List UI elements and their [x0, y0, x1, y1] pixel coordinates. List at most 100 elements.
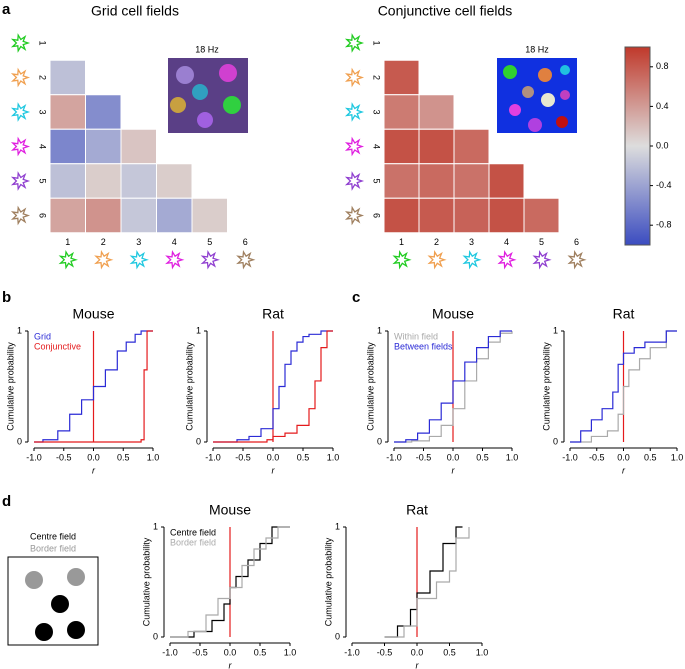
- col-label: 3: [136, 237, 141, 247]
- col-label: 6: [574, 237, 579, 247]
- cdf-line: [394, 331, 513, 443]
- cell: [383, 128, 420, 165]
- chart-title: Conjunctive cell fields: [378, 3, 513, 19]
- x-tick-label: -0.5: [235, 452, 251, 462]
- row-icon: [10, 171, 31, 191]
- col-label: 5: [539, 237, 544, 247]
- x-axis-label: r: [416, 660, 420, 669]
- col-icon: [392, 249, 412, 270]
- cdf-line: [213, 330, 333, 443]
- chart-title: Mouse: [72, 306, 114, 322]
- y-tick-label: 1: [335, 521, 340, 531]
- y-axis-label: Cumulative probability: [365, 342, 375, 431]
- x-tick-label: 0.5: [476, 452, 489, 462]
- legend-entry: Conjunctive: [34, 341, 81, 351]
- row-label: 4: [38, 144, 48, 149]
- row-label: 5: [372, 178, 382, 183]
- colorbar: [624, 46, 651, 246]
- cell: [453, 128, 490, 165]
- x-tick-label: -0.5: [56, 452, 72, 462]
- x-axis-label: r: [452, 465, 456, 475]
- cdf-line: [394, 330, 512, 443]
- inset-image: [497, 58, 577, 133]
- chart-title: Rat: [262, 306, 284, 322]
- col-icon: [532, 249, 552, 270]
- x-axis-label: r: [229, 660, 233, 669]
- x-tick-label: 0.0: [267, 452, 280, 462]
- col-icon: [58, 250, 78, 270]
- cell: [488, 163, 525, 199]
- col-label: 4: [172, 237, 177, 247]
- col-label: 2: [101, 237, 106, 247]
- row-icon: [344, 136, 365, 157]
- col-icon: [165, 250, 185, 270]
- cdf-line: [384, 527, 470, 638]
- panel-label: a: [2, 1, 11, 18]
- inset-image: [168, 58, 248, 133]
- cell: [156, 163, 193, 199]
- colorbar-tick-label: 0.8: [656, 61, 669, 71]
- row-label: 5: [38, 178, 48, 183]
- cell: [453, 163, 490, 199]
- row-label: 1: [38, 40, 48, 45]
- x-tick-label: -1.0: [562, 452, 578, 462]
- cdf-line: [34, 330, 153, 443]
- y-axis-label: Cumulative probability: [5, 342, 15, 431]
- x-tick-label: -0.5: [192, 647, 208, 657]
- row-icon: [10, 102, 31, 122]
- schematic-label: Centre field: [30, 531, 76, 541]
- x-tick-label: 1.0: [327, 452, 340, 462]
- x-tick-label: -0.5: [416, 452, 432, 462]
- chart-title: Grid cell fields: [91, 3, 179, 19]
- schematic-label: Border field: [30, 543, 76, 553]
- panel-label: d: [2, 493, 11, 510]
- row-label: 4: [372, 144, 382, 149]
- x-tick-label: -1.0: [162, 647, 178, 657]
- x-tick-label: 1.0: [476, 647, 489, 657]
- row-label: 2: [38, 75, 48, 80]
- y-tick-label: 0: [335, 631, 340, 641]
- y-axis-label: Cumulative probability: [541, 342, 551, 431]
- row-icon: [10, 136, 31, 157]
- col-icon: [94, 250, 114, 270]
- x-tick-label: 1.0: [147, 452, 160, 462]
- x-tick-label: 0.5: [443, 647, 456, 657]
- x-axis-label: r: [272, 465, 276, 475]
- cell: [488, 197, 525, 234]
- row-label: 6: [38, 213, 48, 218]
- x-tick-label: 0.0: [411, 647, 424, 657]
- y-tick-label: 1: [153, 521, 158, 531]
- row-icon: [10, 205, 31, 226]
- row-icon: [344, 102, 365, 122]
- cdf-line: [34, 330, 153, 443]
- col-icon: [129, 250, 149, 270]
- cell: [383, 163, 420, 199]
- y-tick-label: 0: [153, 631, 158, 641]
- row-label: 6: [372, 213, 382, 218]
- y-axis-label: Cumulative probability: [184, 342, 194, 431]
- cell: [156, 197, 193, 234]
- row-icon: [344, 67, 365, 88]
- x-tick-label: -1.0: [386, 452, 402, 462]
- inset-label: 18 Hz: [525, 44, 549, 54]
- x-tick-label: 1.0: [284, 647, 297, 657]
- chart-title: Mouse: [432, 306, 474, 322]
- cdf-line: [213, 330, 333, 443]
- col-label: 5: [207, 237, 212, 247]
- cell: [49, 94, 86, 130]
- row-label: 3: [372, 109, 382, 114]
- cell: [85, 197, 122, 234]
- y-tick-label: 0: [377, 436, 382, 446]
- col-label: 4: [504, 237, 509, 247]
- x-tick-label: 0.0: [87, 452, 100, 462]
- cdf-line: [384, 526, 463, 638]
- cell: [383, 59, 420, 96]
- legend-entry: Between fields: [394, 341, 453, 351]
- col-label: 1: [399, 237, 404, 247]
- y-tick-label: 1: [196, 325, 201, 335]
- inset-label: 18 Hz: [195, 44, 219, 54]
- cell: [120, 163, 157, 199]
- y-tick-label: 0: [553, 436, 558, 446]
- row-label: 3: [38, 109, 48, 114]
- col-icon: [567, 249, 587, 270]
